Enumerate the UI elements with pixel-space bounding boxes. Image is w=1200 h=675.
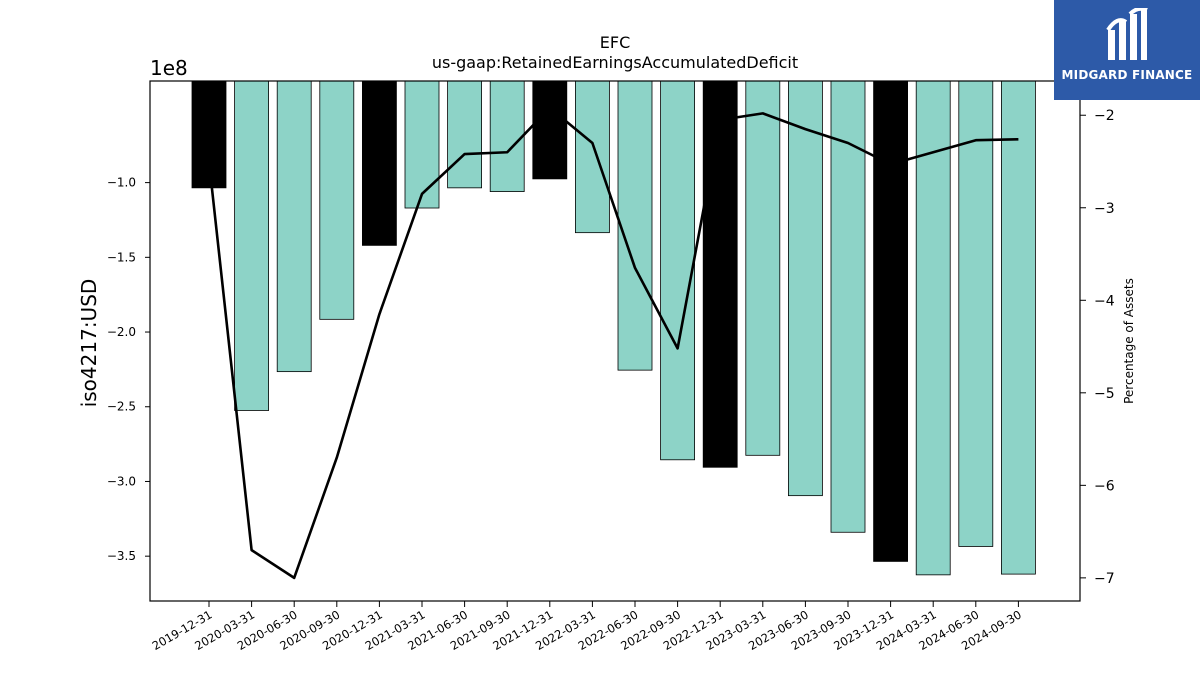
line-series: [207, 106, 1019, 580]
bar-2023-03-31: [745, 80, 781, 456]
bar-2022-12-31: [702, 80, 738, 468]
bar-2020-09-30: [319, 80, 355, 320]
bar-2022-03-31: [575, 80, 610, 234]
y-tick-label: −2.0: [107, 325, 136, 339]
percentage-line: [207, 106, 1019, 580]
y-tick-label: −3.5: [107, 549, 136, 563]
bar-2024-09-30: [1001, 80, 1036, 575]
logo-text: MIDGARD FINANCE: [1061, 68, 1193, 82]
y2-axis-label: Percentage of Assets: [1122, 278, 1136, 404]
bar-2020-12-31: [361, 80, 397, 246]
bar-2022-06-30: [617, 80, 653, 371]
plot-frame: [149, 80, 1081, 602]
bar-2023-06-30: [788, 80, 823, 497]
chart-title: EFC: [600, 33, 630, 52]
bar-2021-12-31: [532, 80, 568, 180]
y-offset-label: 1e8: [150, 56, 188, 80]
y-tick-label: −2.5: [107, 400, 136, 414]
y-tick-label: −1.0: [107, 176, 136, 190]
y2-tick-label: −6: [1094, 478, 1115, 494]
bar-2023-09-30: [830, 80, 866, 533]
bar-2022-09-30: [660, 80, 695, 461]
chart-subtitle: us-gaap:RetainedEarningsAccumulatedDefic…: [432, 53, 798, 72]
bar-2020-06-30: [276, 80, 312, 373]
brand-logo: MIDGARD FINANCE: [1054, 0, 1200, 100]
y2-tick-label: −4: [1094, 293, 1115, 309]
bar-2021-09-30: [489, 80, 525, 192]
y2-tick-label: −7: [1094, 571, 1115, 587]
y-tick-label: −1.5: [107, 250, 136, 264]
bar-series: [191, 80, 1036, 576]
y2-tick-label: −5: [1094, 386, 1115, 402]
bar-2021-03-31: [404, 80, 440, 209]
bar-2023-12-31: [873, 80, 908, 562]
y-tick-label: −3.0: [107, 474, 136, 488]
y-axis-label: iso4217:USD: [77, 279, 101, 408]
bar-2024-06-30: [958, 80, 994, 547]
bar-2021-06-30: [447, 80, 483, 189]
y2-tick-label: −2: [1094, 108, 1115, 124]
y2-tick-label: −3: [1094, 201, 1115, 217]
bar-2020-03-31: [234, 80, 270, 411]
logo-mark-icon: [1106, 8, 1148, 60]
